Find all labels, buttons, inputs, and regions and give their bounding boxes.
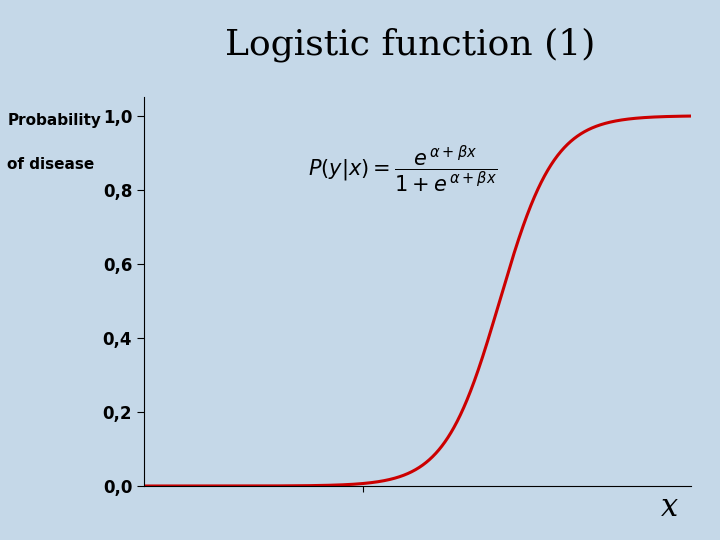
Text: Probability: Probability <box>7 113 101 129</box>
Text: Logistic function (1): Logistic function (1) <box>225 27 595 62</box>
Text: x: x <box>661 492 678 523</box>
Text: of disease: of disease <box>7 157 94 172</box>
Text: $P(y|x) = \dfrac{e^{\,\alpha+\beta x}}{1+e^{\,\alpha+\beta x}}$: $P(y|x) = \dfrac{e^{\,\alpha+\beta x}}{1… <box>308 144 498 195</box>
